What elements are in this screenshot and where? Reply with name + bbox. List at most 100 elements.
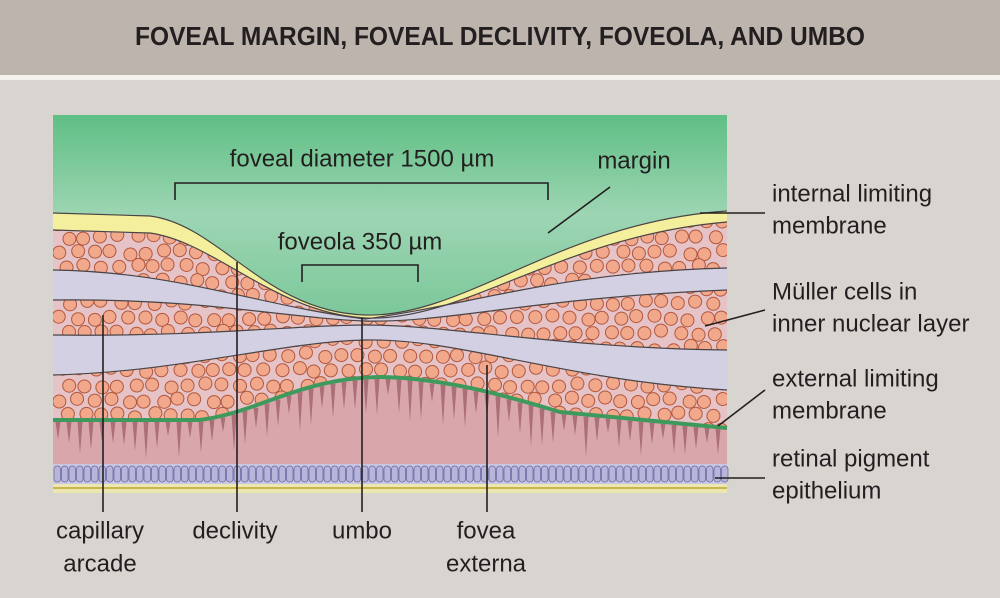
cell xyxy=(589,258,604,273)
cell xyxy=(631,246,646,261)
label: foveola 350 µm xyxy=(278,228,443,255)
cell xyxy=(461,362,476,377)
cell xyxy=(53,245,67,260)
rpe-cell xyxy=(616,465,624,483)
cell xyxy=(77,379,92,394)
cell xyxy=(657,407,672,422)
rpe-cell xyxy=(121,465,129,483)
cell xyxy=(222,362,237,377)
cell xyxy=(620,325,635,340)
cell xyxy=(148,406,163,421)
cell xyxy=(688,229,703,244)
photoreceptors xyxy=(55,379,721,459)
photoreceptor xyxy=(209,419,215,442)
photoreceptor xyxy=(330,383,336,418)
cell xyxy=(306,364,321,379)
photoreceptor xyxy=(539,408,545,446)
cell xyxy=(121,310,136,325)
cell xyxy=(630,395,645,410)
cell xyxy=(682,394,697,409)
cell xyxy=(129,378,144,393)
photoreceptor xyxy=(605,418,611,433)
rpe-cell xyxy=(548,465,556,483)
cell xyxy=(323,363,338,378)
rpe-cell xyxy=(653,465,661,483)
rpe-cell xyxy=(533,465,541,483)
rpe-cell xyxy=(151,465,159,483)
rpe-cell xyxy=(226,465,234,483)
label: foveal diameter 1500 µm xyxy=(230,145,495,172)
cell xyxy=(696,394,711,409)
cell xyxy=(281,349,296,364)
rpe-cell xyxy=(398,465,406,483)
cell xyxy=(191,363,206,378)
photoreceptor xyxy=(154,422,160,449)
cell xyxy=(374,362,389,377)
cell xyxy=(509,310,524,325)
rpe-cell xyxy=(376,465,384,483)
photoreceptor xyxy=(66,422,72,444)
cell xyxy=(256,362,271,377)
photoreceptor xyxy=(110,422,116,444)
photoreceptor xyxy=(198,421,204,453)
cell xyxy=(671,405,686,420)
rpe-cell xyxy=(503,465,511,483)
label: declivity xyxy=(192,517,277,544)
rpe-cell xyxy=(106,465,114,483)
cell xyxy=(680,313,695,328)
rpe-cell xyxy=(166,465,174,483)
cell xyxy=(706,296,721,311)
cell xyxy=(173,362,188,377)
cell xyxy=(53,394,67,409)
rpe-cell xyxy=(578,465,586,483)
cell xyxy=(237,362,252,377)
label: internal limiting xyxy=(772,180,932,207)
cell xyxy=(674,326,689,341)
pointer xyxy=(547,186,611,234)
rpe-cell xyxy=(713,465,721,483)
cell xyxy=(123,247,138,262)
photoreceptor xyxy=(121,422,127,446)
photoreceptor xyxy=(627,420,633,442)
rpe-cell xyxy=(331,465,339,483)
label: inner nuclear layer xyxy=(772,310,969,337)
cell xyxy=(639,258,654,273)
photoreceptor xyxy=(341,381,347,410)
rpe-cell xyxy=(623,465,631,483)
cell xyxy=(478,360,493,375)
cell xyxy=(620,296,635,311)
label: capillary xyxy=(56,517,144,544)
cell xyxy=(157,394,172,409)
cell xyxy=(614,311,629,326)
rpe-cell xyxy=(113,465,121,483)
label: margin xyxy=(597,147,670,174)
rpe-cell xyxy=(53,465,61,483)
cell xyxy=(688,294,703,309)
rpe-cell xyxy=(443,465,451,483)
cell xyxy=(562,310,577,325)
photoreceptor xyxy=(704,428,710,444)
cell xyxy=(242,312,257,327)
photoreceptor xyxy=(165,422,171,437)
cell xyxy=(71,244,86,259)
rpe-cell xyxy=(218,465,226,483)
cell xyxy=(449,348,464,363)
cell xyxy=(443,363,458,378)
cell xyxy=(494,365,509,380)
photoreceptor xyxy=(693,427,699,450)
cell xyxy=(502,380,517,395)
cell xyxy=(205,362,220,377)
cell xyxy=(145,259,160,274)
photoreceptor xyxy=(429,383,435,403)
cell xyxy=(707,327,722,342)
cell xyxy=(138,310,153,325)
photoreceptor xyxy=(583,416,589,457)
cell xyxy=(662,243,677,258)
cell xyxy=(138,246,153,261)
cell xyxy=(341,363,356,378)
rpe-cell xyxy=(91,465,99,483)
rpe-cell xyxy=(436,465,444,483)
label: umbo xyxy=(332,517,392,544)
rpe-cell xyxy=(458,465,466,483)
rpe-cell xyxy=(526,465,534,483)
